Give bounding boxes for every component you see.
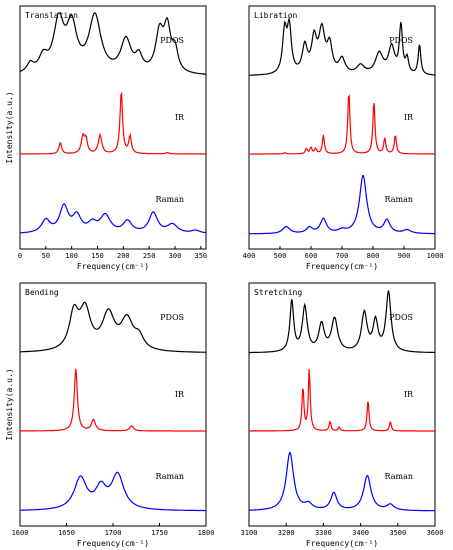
x-tick-label: 1750 <box>151 529 168 537</box>
y-axis-label: Intensity(a.u.) <box>5 91 14 163</box>
series-line-pdos <box>19 12 207 75</box>
x-tick-label: 350 <box>195 252 208 260</box>
x-tick-label: 1800 <box>198 529 215 537</box>
series-label: PDOS <box>160 36 184 45</box>
x-tick-label: 150 <box>91 252 104 260</box>
series-line-raman <box>249 175 435 235</box>
x-tick-label: 1700 <box>105 529 122 537</box>
series-line-raman <box>20 471 206 512</box>
series-line-raman <box>249 451 435 512</box>
x-tick-label: 600 <box>305 252 318 260</box>
x-tick-label: 50 <box>42 252 50 260</box>
x-axis-label: Frequency(cm⁻¹) <box>77 539 149 548</box>
x-axis-label: Frequency(cm⁻¹) <box>77 262 149 271</box>
series-label: Raman <box>156 472 184 481</box>
series-label: IR <box>175 390 185 399</box>
x-tick-label: 0 <box>18 252 22 260</box>
x-tick-label: 3500 <box>389 529 406 537</box>
panel-2: Bending 1600 1650 1700 1750 1800 Frequency(cm⁻… <box>5 282 215 548</box>
panel-title: Bending <box>25 288 59 297</box>
plot-frame <box>19 5 207 250</box>
series-label: IR <box>404 390 414 399</box>
series-label: PDOS <box>160 313 184 322</box>
x-tick-label: 3600 <box>427 529 444 537</box>
x-tick-label: 900 <box>398 252 411 260</box>
x-tick-label: 300 <box>169 252 182 260</box>
panel-title: Libration <box>254 11 298 20</box>
series-label: PDOS <box>389 36 413 45</box>
y-axis-label: Intensity(a.u.) <box>5 368 14 440</box>
series-label: Raman <box>385 472 413 481</box>
series-label: IR <box>175 113 185 122</box>
x-tick-label: 1600 <box>12 529 29 537</box>
x-tick-label: 700 <box>336 252 349 260</box>
plot-frame <box>248 282 436 527</box>
panel-1: Libration 400 500 600 700 800 900 1000 Frequency… <box>243 5 444 271</box>
x-tick-label: 1000 <box>427 252 444 260</box>
x-tick-label: 3400 <box>352 529 369 537</box>
x-tick-label: 100 <box>65 252 78 260</box>
x-axis-label: Frequency(cm⁻¹) <box>306 262 378 271</box>
series-line-ir <box>20 368 206 432</box>
series-label: Raman <box>156 195 184 204</box>
x-tick-label: 200 <box>117 252 130 260</box>
series-label: IR <box>404 113 414 122</box>
x-tick-label: 1650 <box>58 529 75 537</box>
x-tick-label: 3100 <box>241 529 258 537</box>
series-line-ir <box>20 91 206 155</box>
series-label: PDOS <box>389 313 413 322</box>
series-line-pdos <box>20 301 206 353</box>
series-line-ir <box>249 94 435 155</box>
x-tick-label: 400 <box>243 252 256 260</box>
x-axis-label: Frequency(cm⁻¹) <box>306 539 378 548</box>
panel-title: Stretching <box>254 288 302 297</box>
panel-title: Translation <box>25 11 78 20</box>
series-line-raman <box>20 203 207 234</box>
series-line-pdos <box>249 290 435 354</box>
series-line-pdos <box>249 16 436 76</box>
series-label: Raman <box>385 195 413 204</box>
series-line-ir <box>249 368 435 432</box>
panel-0: Translation 0 50 100 150 200 250 300 350 Frequenc… <box>5 5 208 271</box>
x-tick-label: 3200 <box>278 529 295 537</box>
x-tick-label: 800 <box>367 252 380 260</box>
panel-3: Stretching 3100 3200 3300 3400 3500 3600 Freque… <box>241 282 444 548</box>
x-tick-label: 3300 <box>315 529 332 537</box>
x-tick-label: 500 <box>274 252 287 260</box>
x-tick-label: 250 <box>143 252 156 260</box>
